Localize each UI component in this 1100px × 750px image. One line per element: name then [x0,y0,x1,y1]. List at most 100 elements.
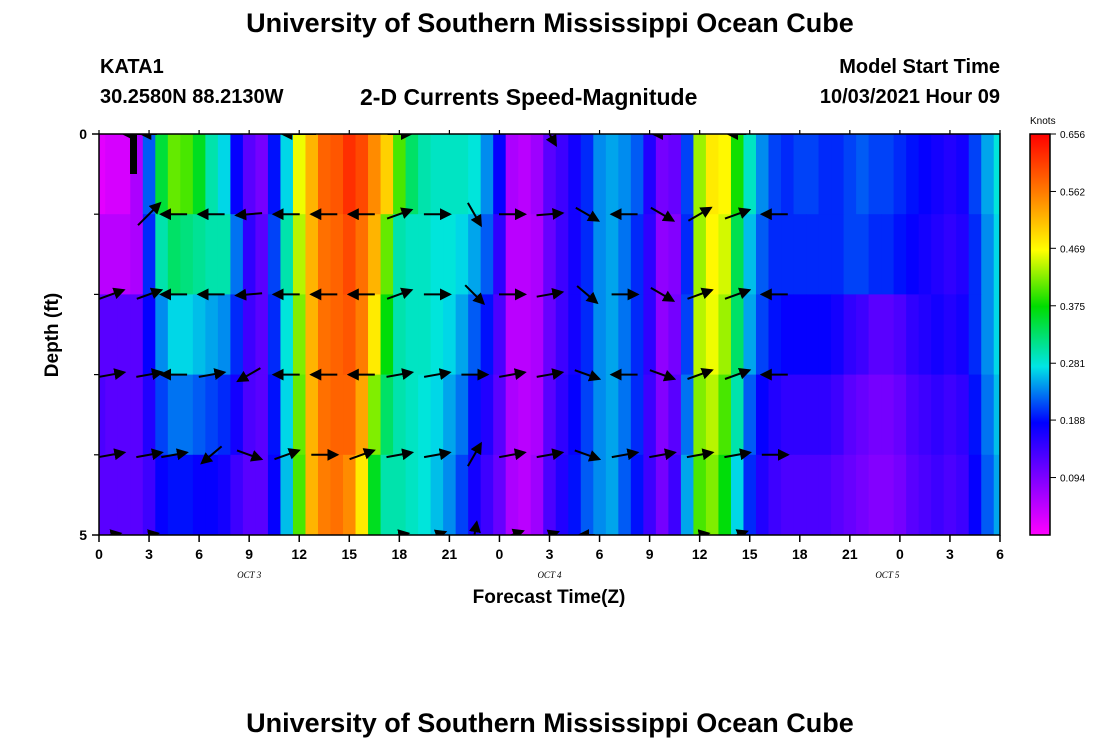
heatmap-cell [755,134,770,215]
heatmap-cell [793,214,807,295]
x-tick-label: 0 [496,546,504,562]
heatmap-cell [931,214,945,295]
heatmap-cell [630,134,644,215]
heatmap-cell [393,134,407,215]
current-vector-arrow [611,448,640,461]
current-vector-arrow [686,448,715,461]
heatmap-cell [730,454,745,536]
heatmap-cell [818,374,832,456]
current-vector-arrow [386,368,415,380]
x-tick-label: 18 [792,546,808,562]
x-tick-label: 6 [996,546,1004,562]
x-axis: 0 3 6 9 12 15 18 21 0 3 6 9 12 15 18 21 0 3 6 OCT 3 OCT 4 OCT… [95,130,1004,580]
heatmap-cell [443,294,457,376]
heatmap-cell [843,294,857,376]
heatmap-cell [180,214,194,295]
heatmap-cell [705,134,720,215]
heatmap-cell [480,454,494,536]
heatmap-cell [705,294,720,376]
heatmap-cell [768,214,782,295]
heatmap-cell [493,294,507,376]
heatmap-cell [267,454,282,536]
heatmap-cell [280,294,294,376]
heatmap-cell [668,454,682,536]
current-vector-arrow [650,287,676,302]
heatmap-cell [192,294,206,376]
heatmap-cell [893,294,907,376]
heatmap-cell [355,214,369,295]
heatmap-cell [881,454,895,536]
current-vector-arrow [136,448,164,461]
heatmap-cell [418,214,432,295]
heatmap-cell [655,374,669,456]
colorbar-tick-label: 0.469 [1060,244,1085,255]
colorbar: Knots 0.656 0.562 0.469 0.375 0.281 0.188 0.09… [1029,116,1085,536]
heatmap-cell [643,134,657,215]
heatmap-cell [806,294,820,376]
current-vector-arrow [99,448,127,461]
heatmap-cell [818,134,832,215]
heatmap-cell [743,214,757,295]
heatmap-cell [843,214,857,295]
heatmap-cell [843,454,857,536]
x-tick-label: 3 [546,546,554,562]
heatmap-cell [468,134,482,215]
heatmap-cell [380,294,394,376]
heatmap-cell [267,214,282,295]
heatmap-cell [781,454,795,536]
heatmap-cell [455,374,469,456]
heatmap-cell [568,214,582,295]
heatmap-cell [455,214,469,295]
heatmap-cell [543,294,557,376]
heatmap-cell [443,374,457,456]
heatmap-cell [430,454,444,536]
heatmap-cell [130,454,144,536]
current-vector-arrow [687,206,713,222]
day-label: OCT 3 [237,570,262,580]
current-vector-arrow [236,367,261,383]
heatmap-cell [843,134,857,215]
y-axis: 05 [79,126,99,543]
heatmap-cell [105,294,119,376]
heatmap-cell [543,374,557,456]
heatmap-cell [343,134,357,215]
heatmap-cell [330,214,344,295]
heatmap-cell [405,134,419,215]
x-tick-label: 6 [195,546,203,562]
x-tick-label: 6 [596,546,604,562]
heatmap-cell [918,214,932,295]
heatmap-cell [580,454,594,536]
heatmap-cell [618,454,632,536]
heatmap-cell [480,374,494,456]
heatmap-cell [393,214,407,295]
heatmap-cell [806,214,820,295]
heatmap-cell [981,374,995,456]
heatmap-cell [918,134,932,215]
heatmap-cell [618,374,632,456]
heatmap-cell [99,134,106,215]
heatmap-cell [155,374,169,456]
heatmap-cell [192,134,206,215]
heatmap-cell [680,454,695,536]
heatmap-cell [142,214,156,295]
heatmap-cell [555,214,569,295]
heatmap-cell [155,454,169,536]
heatmap-cell [192,454,206,536]
heatmap-cell [305,454,319,536]
heatmap-cell [743,134,757,215]
heatmap-cell [981,294,995,376]
heatmap-cell [130,214,144,295]
heatmap-cell [856,294,870,376]
heatmap-cell [443,454,457,536]
current-vector-arrow [687,367,714,380]
heatmap-cell [968,134,982,215]
heatmap-cell [493,374,507,456]
heatmap-cell [668,214,682,295]
heatmap-cell [705,214,720,295]
heatmap-cell [881,134,895,215]
heatmap-cell [768,294,782,376]
heatmap-cell [831,214,845,295]
heatmap-cell [643,214,657,295]
heatmap-cell [368,294,382,376]
heatmap-cell [718,454,732,536]
